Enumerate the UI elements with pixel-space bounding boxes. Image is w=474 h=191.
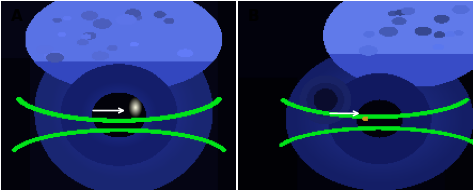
- Text: B: B: [248, 9, 259, 24]
- Text: A: A: [11, 9, 22, 24]
